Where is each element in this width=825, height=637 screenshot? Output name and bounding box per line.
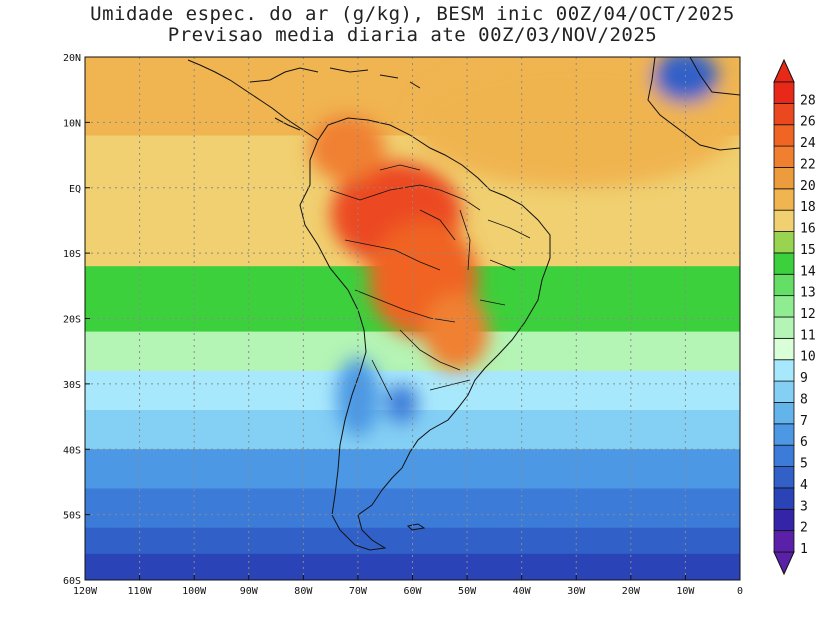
longitude-ticks: 120W 110W 100W 90W 80W 70W 60W 50W 40W 30W 20W 10W 0 bbox=[73, 575, 743, 597]
lon-tick-label: 80W bbox=[294, 586, 313, 597]
colorbar-label: 7 bbox=[800, 414, 808, 429]
colorbar-label: 10 bbox=[800, 350, 816, 365]
colorbar-label: 16 bbox=[800, 222, 816, 237]
lon-tick-label: 60W bbox=[403, 586, 422, 597]
colorbar-label: 1 bbox=[800, 542, 808, 557]
humidity-center bbox=[385, 383, 418, 424]
colorbar-label: 5 bbox=[800, 457, 808, 472]
lon-tick-label: 110W bbox=[128, 586, 153, 597]
colorbar-swatch bbox=[773, 423, 795, 446]
lon-tick-label: 20W bbox=[622, 586, 641, 597]
colorbar-swatch bbox=[773, 316, 795, 339]
colorbar-swatch bbox=[773, 337, 795, 361]
colorbar-swatch bbox=[773, 209, 795, 232]
colorbar-label: 14 bbox=[800, 264, 816, 279]
lon-tick-label: 120W bbox=[73, 586, 98, 597]
colorbar-top-arrow bbox=[773, 58, 795, 83]
lat-tick-label: 10S bbox=[63, 249, 81, 260]
colorbar-label: 28 bbox=[800, 93, 816, 108]
lat-tick-label: 60S bbox=[63, 576, 81, 587]
colorbar-label: 3 bbox=[800, 499, 808, 514]
humidity-center bbox=[308, 115, 386, 182]
lon-tick-label: 100W bbox=[182, 586, 207, 597]
colorbar-swatch bbox=[773, 380, 795, 403]
colorbar-swatch bbox=[773, 124, 795, 147]
colorbar-swatch bbox=[773, 508, 795, 532]
map-title-line2: Previsao media diaria ate 00Z/03/NOV/202… bbox=[167, 24, 658, 46]
colorbar-label: 12 bbox=[800, 307, 816, 322]
colorbar-swatch bbox=[773, 231, 795, 254]
humidity-band bbox=[85, 449, 740, 490]
colorbar-label: 9 bbox=[800, 371, 808, 386]
colorbar-label: 6 bbox=[800, 435, 808, 450]
colorbar-swatch bbox=[773, 273, 795, 297]
caribbean-islands bbox=[329, 67, 421, 89]
colorbar-bottom-arrow bbox=[773, 551, 795, 576]
falkland-islands bbox=[406, 523, 426, 531]
colorbar-swatch bbox=[773, 530, 795, 553]
lon-tick-label: 90W bbox=[240, 586, 259, 597]
lon-tick-label: 40W bbox=[513, 586, 532, 597]
colorbar-label: 20 bbox=[800, 179, 816, 194]
colorbar-swatch bbox=[773, 402, 795, 425]
lat-tick-label: 20S bbox=[63, 315, 81, 326]
colorbar-swatch bbox=[773, 487, 795, 510]
colorbar-swatch bbox=[773, 81, 795, 104]
colorbar-label: 26 bbox=[800, 115, 816, 130]
humidity-centers bbox=[308, 57, 740, 437]
map-gridlines bbox=[85, 57, 740, 580]
humidity-center bbox=[652, 57, 719, 103]
colorbar-label: 2 bbox=[800, 521, 808, 536]
colorbar-label: 13 bbox=[800, 286, 816, 301]
colorbar-label: 8 bbox=[800, 392, 808, 407]
humidity-center bbox=[336, 357, 380, 437]
lon-tick-label: 10W bbox=[676, 586, 695, 597]
colorbar-label: 24 bbox=[800, 136, 816, 151]
colorbar-label: 4 bbox=[800, 478, 808, 493]
lat-tick-label: 10N bbox=[63, 118, 81, 129]
colorbar-label: 22 bbox=[800, 157, 816, 172]
central-america-coast bbox=[187, 59, 319, 141]
lat-tick-label: 20N bbox=[63, 53, 81, 64]
latitude-ticks: 20N 10N EQ 10S 20S 30S 40S 50S 60S bbox=[63, 53, 90, 587]
lat-tick-label: 50S bbox=[63, 511, 81, 522]
colorbar-swatch bbox=[773, 359, 795, 382]
lat-tick-label: 40S bbox=[63, 445, 81, 456]
colorbar-label: 15 bbox=[800, 243, 816, 258]
country-borders bbox=[329, 164, 531, 401]
colorbar-swatch bbox=[773, 444, 795, 467]
lon-tick-label: 50W bbox=[458, 586, 477, 597]
colorbar-swatch bbox=[773, 295, 795, 318]
colorbar-label: 18 bbox=[800, 200, 816, 215]
lat-tick-label: EQ bbox=[69, 184, 81, 195]
africa-coast bbox=[647, 57, 740, 151]
lon-tick-label: 70W bbox=[349, 586, 368, 597]
colorbar-swatch bbox=[773, 145, 795, 168]
colorbar-swatch bbox=[773, 102, 795, 126]
lon-tick-label: 30W bbox=[567, 586, 586, 597]
humidity-center bbox=[423, 292, 489, 371]
colorbar-swatch bbox=[773, 466, 795, 489]
colorbar-swatch bbox=[773, 188, 795, 211]
map-title-line1: Umidade espec. do ar (g/kg), BESM inic 0… bbox=[90, 3, 735, 25]
colorbar-label: 11 bbox=[800, 328, 816, 343]
lat-tick-label: 30S bbox=[63, 380, 81, 391]
lon-tick-label: 0 bbox=[737, 586, 743, 597]
colorbar-swatch bbox=[773, 167, 795, 190]
colorbar-swatch bbox=[773, 252, 795, 275]
